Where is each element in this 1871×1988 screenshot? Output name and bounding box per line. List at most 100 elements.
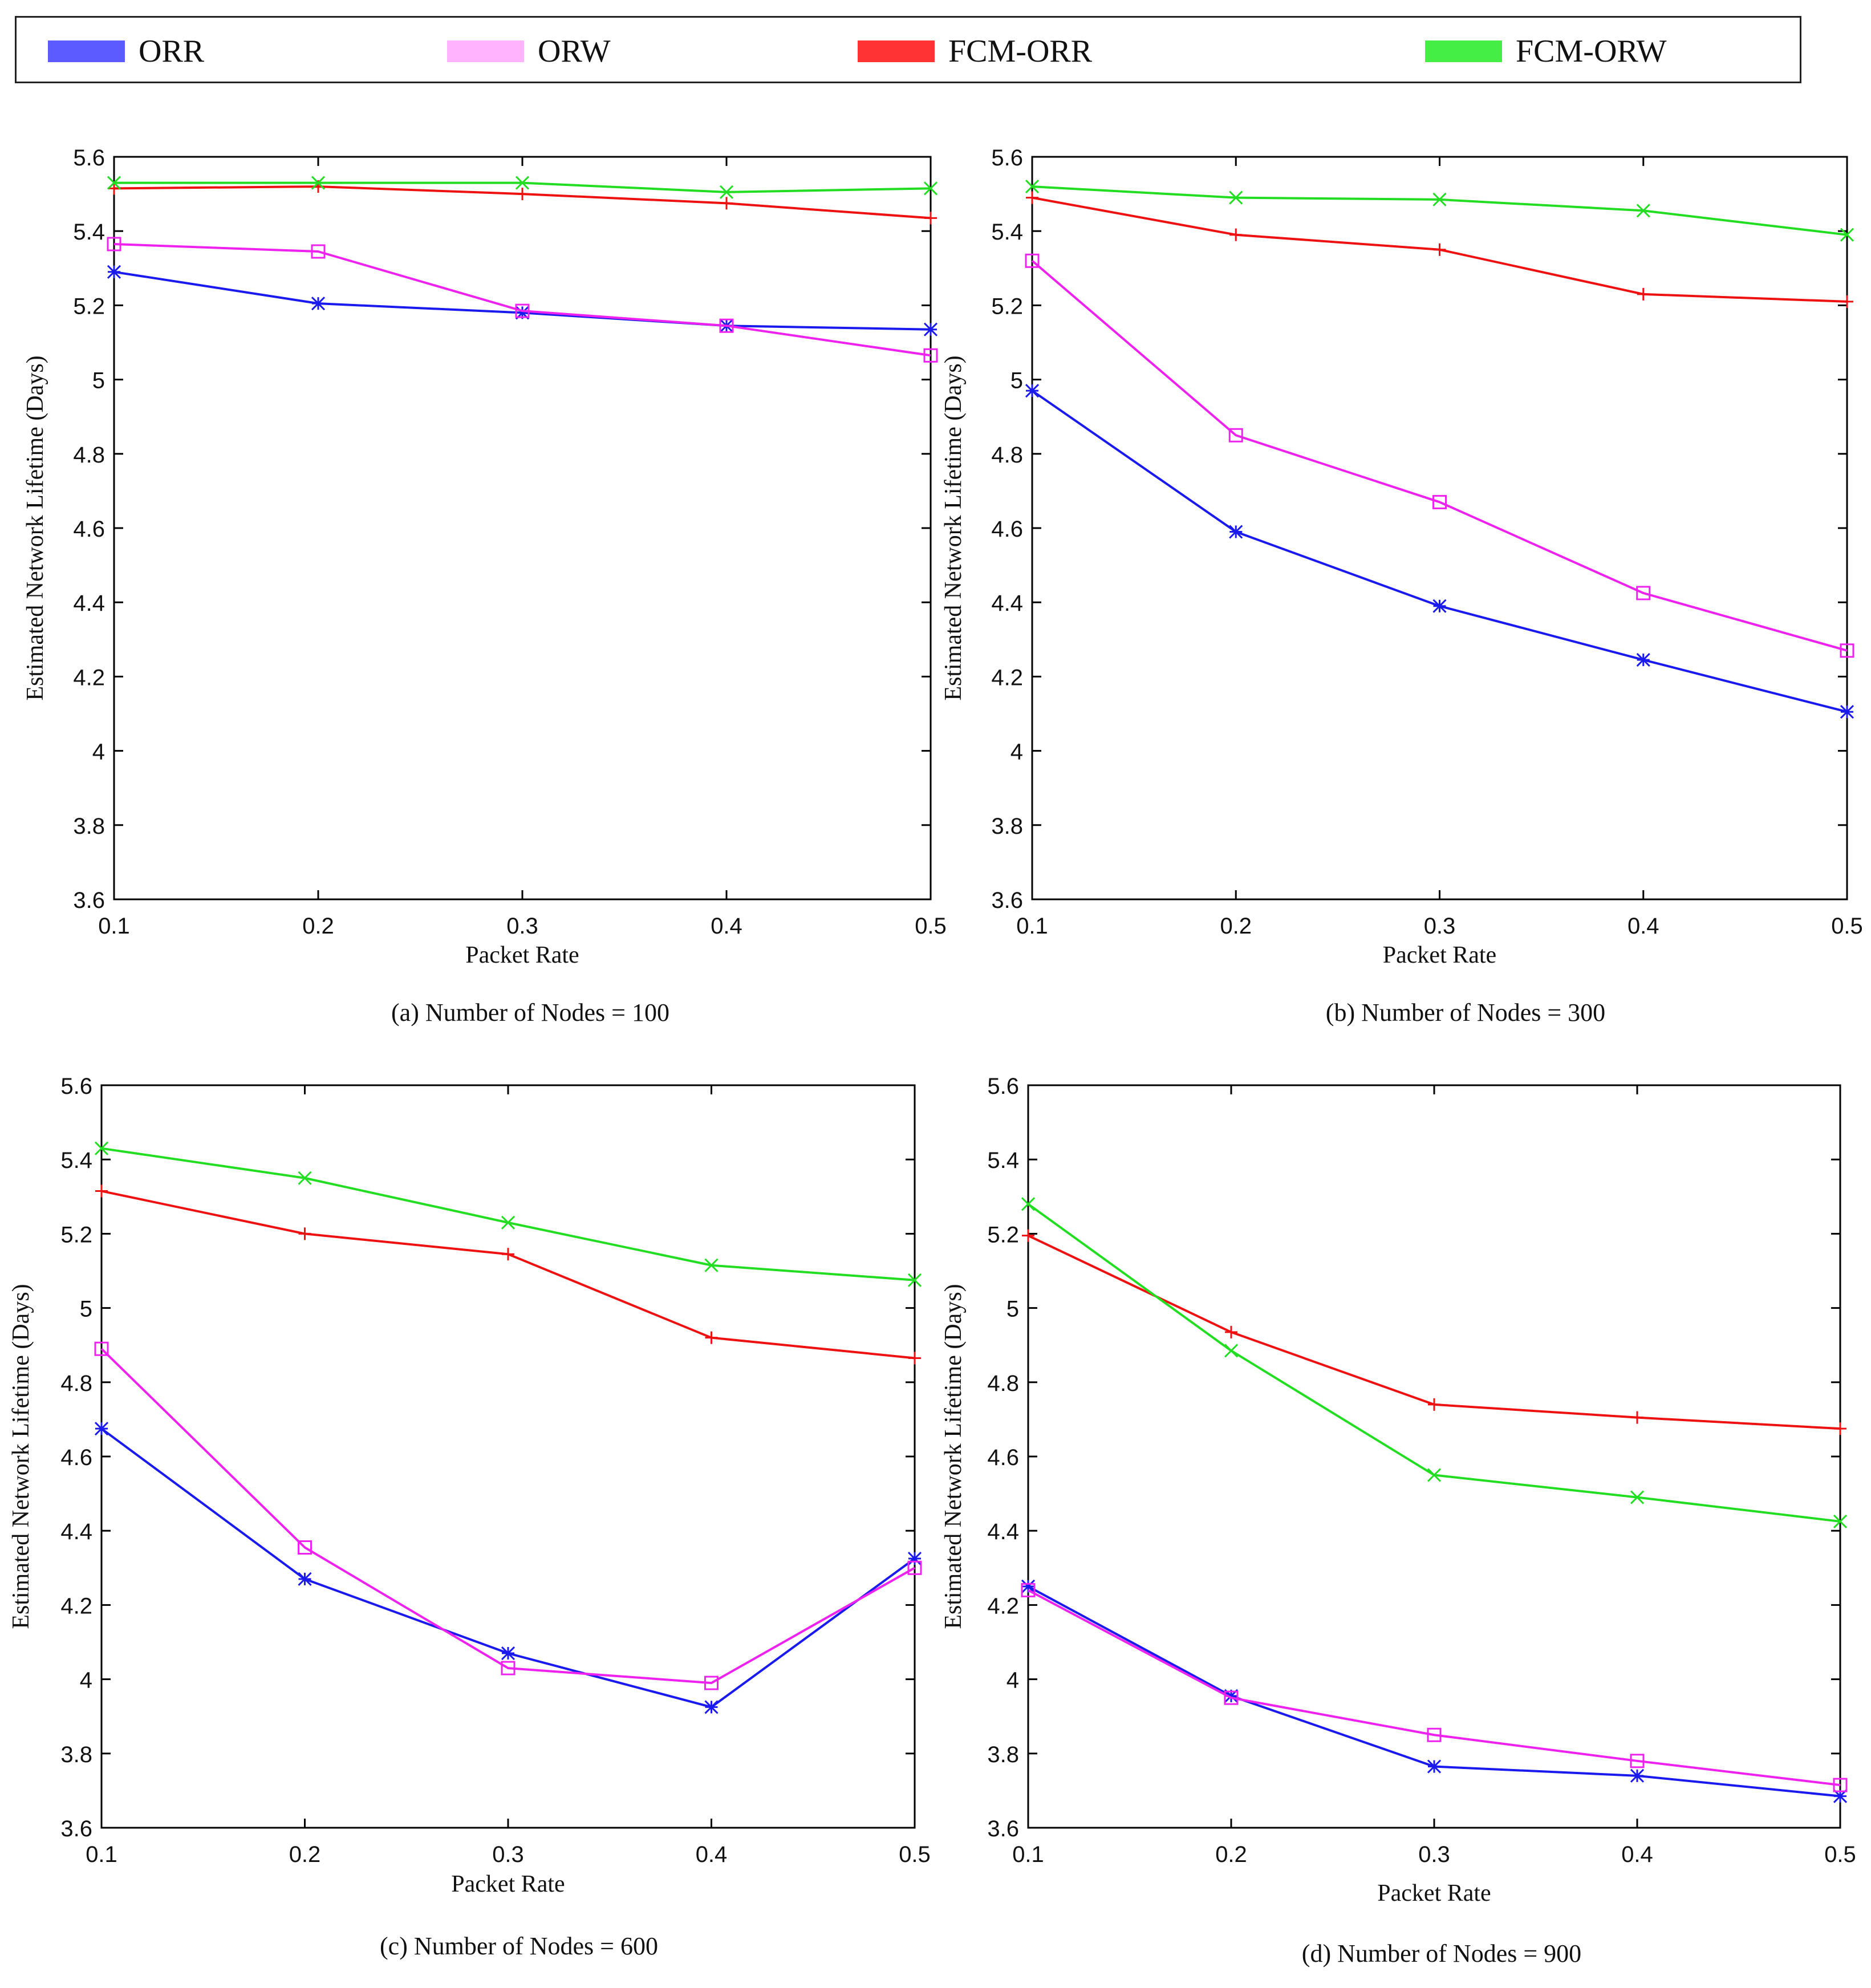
legend-label-orr: ORR bbox=[139, 34, 205, 69]
series-orr bbox=[94, 1422, 922, 1714]
y-tick-label: 5.2 bbox=[987, 1222, 1019, 1247]
y-tick-label: 4 bbox=[92, 740, 105, 765]
legend-label-orw: ORW bbox=[538, 34, 611, 69]
data-point-fcm-orw bbox=[704, 1258, 719, 1272]
y-tick-label: 5 bbox=[92, 368, 105, 393]
plot-frame bbox=[100, 1084, 916, 1829]
y-tick-label: 3.6 bbox=[60, 1816, 92, 1841]
y-axis-label: Estimated Network Lifetime (Days) bbox=[8, 1284, 34, 1629]
data-point-orw bbox=[1833, 1778, 1848, 1792]
data-point-fcm-orr bbox=[1631, 1411, 1643, 1424]
x-tick-label: 0.1 bbox=[98, 914, 130, 939]
data-point-orr bbox=[311, 297, 326, 311]
data-point-orw bbox=[311, 244, 326, 259]
data-point-fcm-orr bbox=[1841, 295, 1853, 308]
x-tick-label: 0.5 bbox=[1831, 914, 1863, 939]
series-line-orr bbox=[113, 270, 931, 331]
x-tick-label: 0.3 bbox=[1418, 1842, 1450, 1867]
data-point-orr bbox=[1630, 1768, 1645, 1783]
y-axis-label: Estimated Network Lifetime (Days) bbox=[940, 355, 967, 700]
y-tick-label: 5.6 bbox=[73, 145, 105, 171]
y-tick-label: 4.6 bbox=[991, 517, 1023, 542]
data-point-orw bbox=[1025, 253, 1040, 268]
data-point-fcm-orr bbox=[1433, 243, 1446, 256]
y-tick-label: 4.2 bbox=[987, 1593, 1019, 1618]
data-point-fcm-orr bbox=[1428, 1398, 1440, 1411]
y-tick-label: 4.8 bbox=[73, 443, 105, 468]
series-line-fcm-orw bbox=[1032, 185, 1848, 236]
legend-item-orw: ORW bbox=[447, 18, 611, 85]
data-point-orr bbox=[501, 1646, 516, 1661]
series-orw bbox=[107, 237, 938, 363]
y-tick-label: 5 bbox=[80, 1297, 92, 1322]
series-fcm-orw bbox=[1021, 1197, 1848, 1528]
data-point-orr bbox=[1432, 599, 1447, 613]
data-point-orr bbox=[1840, 705, 1854, 719]
series-line-orr bbox=[100, 1427, 916, 1709]
data-point-fcm-orw bbox=[1229, 190, 1243, 205]
data-point-fcm-orw bbox=[94, 1141, 109, 1155]
y-tick-label: 4.6 bbox=[73, 517, 105, 542]
series-fcm-orr bbox=[108, 180, 937, 225]
data-point-fcm-orw bbox=[923, 181, 938, 196]
chart-panel-2: 3.6 3.8 4 4.2 4.4 4.6 4.8 5 5.2 5.4 5.6 0.1 0.2 0.3 0.… bbox=[940, 145, 1863, 1027]
data-point-orw bbox=[515, 303, 530, 318]
data-point-fcm-orr bbox=[108, 182, 120, 195]
series-orw bbox=[1021, 1583, 1848, 1792]
data-point-orr bbox=[94, 1422, 109, 1436]
x-axis-label: Packet Rate bbox=[451, 1871, 565, 1897]
y-tick-label: 3.8 bbox=[73, 814, 105, 839]
data-point-orw bbox=[1228, 428, 1243, 443]
data-point-fcm-orw bbox=[1636, 204, 1650, 218]
x-axis-label: Packet Rate bbox=[1383, 942, 1496, 968]
data-point-fcm-orw bbox=[1025, 180, 1040, 194]
data-point-orw bbox=[107, 237, 121, 251]
data-point-fcm-orw bbox=[1021, 1197, 1036, 1211]
y-tick-label: 4 bbox=[1010, 740, 1023, 765]
data-point-orr bbox=[1229, 525, 1243, 539]
y-tick-label: 4.4 bbox=[987, 1519, 1019, 1544]
y-tick-label: 4 bbox=[1006, 1668, 1019, 1693]
series-orw bbox=[1025, 253, 1854, 658]
y-tick-label: 4.8 bbox=[987, 1371, 1019, 1396]
data-point-fcm-orw bbox=[298, 1171, 312, 1185]
y-tick-label: 3.8 bbox=[987, 1742, 1019, 1767]
x-tick-label: 0.4 bbox=[696, 1842, 728, 1867]
series-fcm-orw bbox=[107, 176, 938, 199]
data-point-fcm-orw bbox=[1833, 1514, 1848, 1528]
data-point-fcm-orr bbox=[720, 197, 733, 210]
series-orr bbox=[107, 265, 938, 336]
legend-label-fcm-orr: FCM-ORR bbox=[948, 34, 1093, 69]
data-point-fcm-orr bbox=[1225, 1325, 1237, 1338]
y-tick-label: 3.8 bbox=[991, 814, 1023, 839]
data-point-fcm-orr bbox=[502, 1248, 514, 1261]
data-point-fcm-orr bbox=[705, 1331, 718, 1344]
data-point-fcm-orr bbox=[908, 1352, 921, 1365]
data-point-orr bbox=[1636, 653, 1650, 667]
data-point-orr bbox=[1025, 384, 1040, 398]
chart-caption: (d) Number of Nodes = 900 bbox=[1302, 1940, 1581, 1967]
x-tick-label: 0.4 bbox=[711, 914, 742, 939]
data-point-fcm-orr bbox=[516, 188, 529, 201]
x-tick-label: 0.2 bbox=[289, 1842, 321, 1867]
chart-panel-3: 3.6 3.8 4 4.2 4.4 4.6 4.8 5 5.2 5.4 5.6 0.1 0.2 0.3 0.… bbox=[8, 1074, 931, 1960]
chart-caption: (c) Number of Nodes = 600 bbox=[380, 1932, 658, 1960]
data-point-orr bbox=[107, 265, 121, 279]
y-tick-label: 4.8 bbox=[991, 443, 1023, 468]
data-point-fcm-orw bbox=[719, 185, 734, 199]
chart-caption: (b) Number of Nodes = 300 bbox=[1326, 999, 1605, 1027]
data-point-fcm-orr bbox=[95, 1184, 108, 1198]
y-tick-label: 5.6 bbox=[60, 1074, 92, 1099]
data-point-fcm-orw bbox=[515, 176, 530, 190]
legend-swatch-fcm-orr bbox=[858, 40, 935, 62]
data-point-fcm-orr bbox=[1229, 228, 1243, 241]
data-point-orw bbox=[501, 1661, 516, 1675]
data-point-orw bbox=[1224, 1690, 1239, 1705]
y-tick-label: 5.4 bbox=[991, 220, 1023, 245]
plot-frame bbox=[1031, 156, 1848, 900]
data-point-orw bbox=[1021, 1583, 1036, 1597]
data-point-orw bbox=[719, 318, 734, 333]
legend-item-fcm-orw: FCM-ORW bbox=[1425, 18, 1667, 85]
data-point-orw bbox=[907, 1560, 922, 1575]
x-tick-label: 0.5 bbox=[915, 914, 947, 939]
